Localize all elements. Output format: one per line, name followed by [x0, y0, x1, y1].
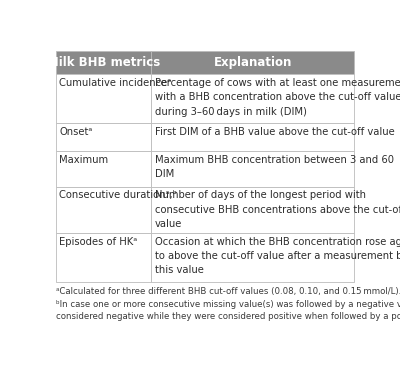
Text: Cumulative incidenceᵃ: Cumulative incidenceᵃ — [59, 78, 172, 88]
Bar — [151, 51, 354, 74]
Text: Maximum BHB concentration between 3 and 60
DIM: Maximum BHB concentration between 3 and … — [155, 155, 394, 180]
Bar — [56, 51, 151, 74]
Text: ᵇIn case one or more consecutive missing value(s) was followed by a negative val: ᵇIn case one or more consecutive missing… — [56, 300, 400, 321]
Text: Explanation: Explanation — [214, 56, 292, 69]
Bar — [56, 123, 151, 151]
Text: Milk BHB metrics: Milk BHB metrics — [47, 56, 160, 69]
Text: Percentage of cows with at least one measurement
with a BHB concentration above : Percentage of cows with at least one mea… — [155, 78, 400, 116]
Text: Occasion at which the BHB concentration rose again
to above the cut-off value af: Occasion at which the BHB concentration … — [155, 237, 400, 276]
Text: Maximum: Maximum — [59, 155, 108, 165]
Bar — [151, 123, 354, 151]
Text: Episodes of HKᵃ: Episodes of HKᵃ — [59, 237, 138, 247]
Bar — [56, 74, 151, 123]
Bar — [151, 151, 354, 187]
Text: Onsetᵃ: Onsetᵃ — [59, 127, 93, 137]
Bar — [56, 187, 151, 233]
Text: First DIM of a BHB value above the cut-off value: First DIM of a BHB value above the cut-o… — [155, 127, 395, 137]
Bar — [151, 233, 354, 282]
Text: ᵃCalculated for three different BHB cut-off values (0.08, 0.10, and 0.15 mmol/L): ᵃCalculated for three different BHB cut-… — [56, 287, 400, 296]
Bar — [56, 233, 151, 282]
Text: Consecutive durationᵃ,ᵇ: Consecutive durationᵃ,ᵇ — [59, 190, 177, 200]
Text: Number of days of the longest period with
consecutive BHB concentrations above t: Number of days of the longest period wit… — [155, 190, 400, 229]
Bar — [151, 187, 354, 233]
Bar — [151, 74, 354, 123]
Bar — [56, 151, 151, 187]
